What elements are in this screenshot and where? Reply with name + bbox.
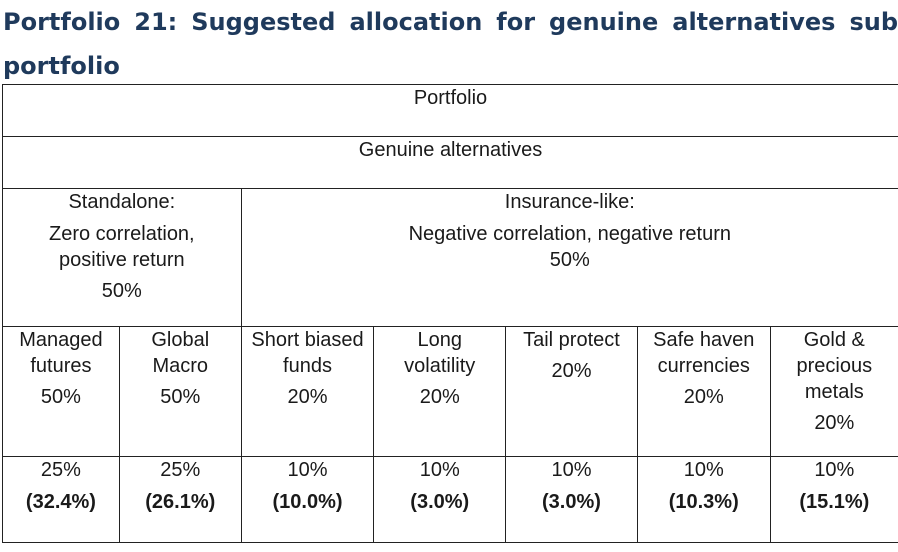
allocation-row: 25% (32.4%) 25% (26.1%) 10% (10.0%) 10% (3.0… (2, 456, 898, 543)
strategy-cell: Managed futures 50% (2, 326, 120, 457)
strategy-pct: 20% (551, 360, 592, 382)
allocation-value: 10% (419, 459, 460, 481)
allocation-cell: 10% (10.0%) (240, 456, 375, 543)
actual-value: (3.0%) (542, 491, 601, 513)
title-line-1: Portfolio 21: Suggested allocation for g… (3, 8, 898, 36)
strategy-name-2: Macro (152, 355, 209, 377)
strategy-name-2: currencies (657, 355, 750, 377)
allocation-cell: 25% (26.1%) (118, 456, 242, 543)
insurance-pct: 50% (549, 249, 590, 271)
standalone-group-cell: Standalone: Zero correlation, positive r… (2, 188, 242, 327)
strategy-pct: 20% (419, 386, 460, 408)
insurance-group-cell: Insurance-like: Negative correlation, ne… (240, 188, 898, 327)
strategy-name: Gold & (803, 329, 865, 351)
actual-value: (3.0%) (410, 491, 470, 513)
strategy-cell: Short biased funds 20% (240, 326, 375, 457)
strategy-name: Long (417, 329, 463, 351)
strategy-cell: Safe haven currencies 20% (636, 326, 771, 457)
allocation-cell: 10% (15.1%) (769, 456, 898, 543)
allocation-value: 25% (160, 459, 201, 481)
actual-value: (26.1%) (145, 491, 216, 513)
strategy-cell: Long volatility 20% (373, 326, 507, 457)
actual-value: (10.3%) (668, 491, 739, 513)
strategy-cell: Tail protect 20% (505, 326, 638, 457)
standalone-pct: 50% (101, 280, 142, 302)
allocation-value: 25% (40, 459, 81, 481)
strategy-row: Managed futures 50% Global Macro 50% Short b… (2, 326, 898, 457)
strategy-pct: 20% (814, 412, 855, 434)
header-row-portfolio: Portfolio (2, 84, 898, 137)
allocation-table: Portfolio Genuine alternatives Standalon… (2, 84, 898, 543)
allocation-value: 10% (814, 459, 855, 481)
standalone-desc-2: positive return (59, 249, 185, 271)
allocation-cell: 10% (10.3%) (636, 456, 771, 543)
allocation-value: 10% (551, 459, 592, 481)
genuine-alternatives-cell: Genuine alternatives (2, 136, 898, 189)
group-row: Standalone: Zero correlation, positive r… (2, 188, 898, 327)
strategy-name-3: metals (804, 381, 864, 403)
page-title: Portfolio 21: Suggested allocation for g… (3, 0, 898, 88)
standalone-desc-1: Zero correlation, (49, 223, 195, 245)
insurance-desc-1: Negative correlation, negative return (408, 223, 732, 245)
strategy-pct: 20% (683, 386, 724, 408)
strategy-name-2: precious (796, 355, 873, 377)
strategy-name: Tail protect (523, 329, 620, 351)
strategy-name-2: volatility (404, 355, 476, 377)
strategy-cell: Global Macro 50% (118, 326, 242, 457)
strategy-cell: Gold & precious metals 20% (769, 326, 898, 457)
header-row-genuine-alternatives: Genuine alternatives (2, 136, 898, 189)
allocation-cell: 10% (3.0%) (373, 456, 507, 543)
actual-value: (15.1%) (799, 491, 870, 513)
strategy-name: Global (151, 329, 210, 351)
allocation-value: 10% (287, 459, 328, 481)
actual-value: (10.0%) (272, 491, 343, 513)
allocation-value: 10% (683, 459, 724, 481)
strategy-name-2: futures (30, 355, 92, 377)
strategy-pct: 20% (287, 386, 328, 408)
portfolio-header-cell: Portfolio (2, 84, 898, 137)
strategy-pct: 50% (40, 386, 81, 408)
strategy-pct: 50% (160, 386, 201, 408)
strategy-name: Safe haven (653, 329, 755, 351)
title-line-2: portfolio (3, 52, 120, 80)
standalone-label: Standalone: (68, 191, 176, 213)
allocation-cell: 10% (3.0%) (505, 456, 638, 543)
insurance-label: Insurance-like: (504, 191, 635, 213)
actual-value: (32.4%) (25, 491, 96, 513)
strategy-name: Managed (19, 329, 103, 351)
strategy-name-2: funds (283, 355, 332, 377)
strategy-name: Short biased (251, 329, 364, 351)
allocation-cell: 25% (32.4%) (2, 456, 120, 543)
